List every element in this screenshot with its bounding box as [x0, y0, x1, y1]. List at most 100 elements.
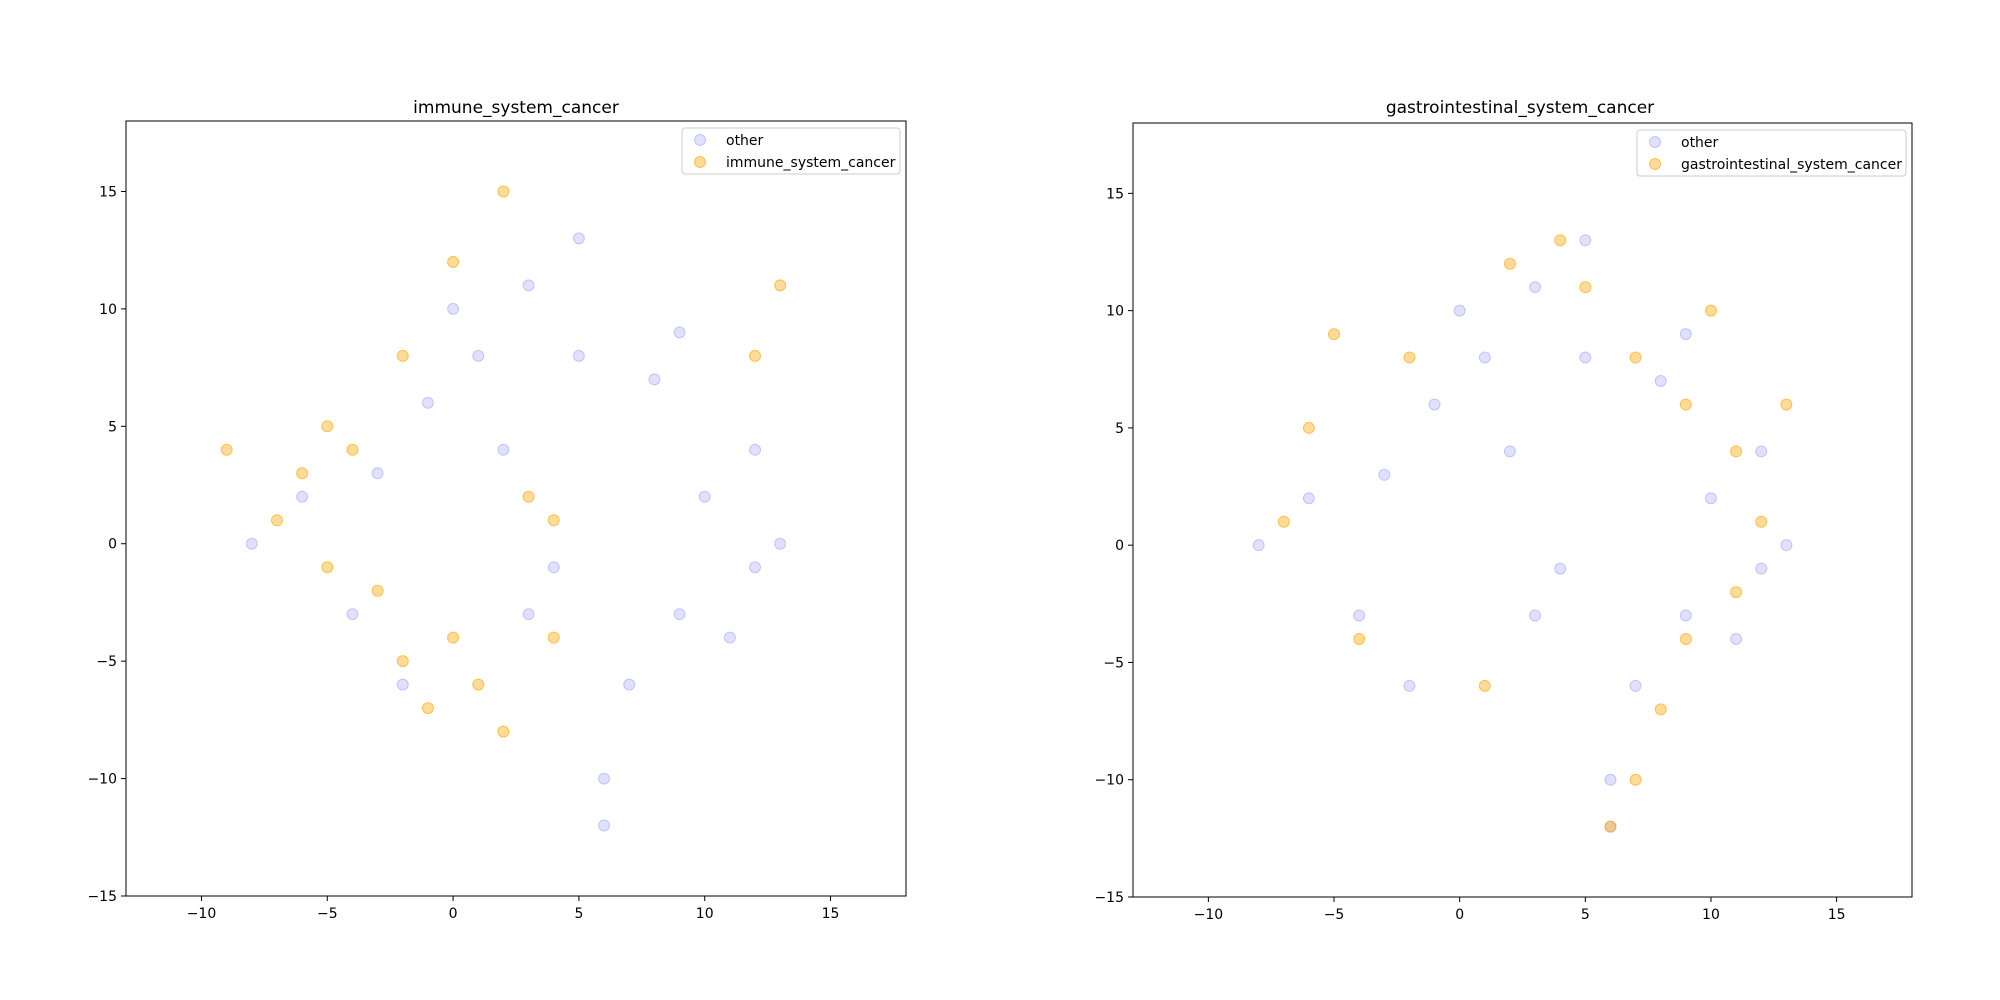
scatter-point-0-13 [522, 608, 535, 621]
scatter-point-0-1 [346, 608, 359, 621]
scatter-point-0-0 [1302, 492, 1315, 505]
y-tick-label: −15 [87, 889, 117, 905]
scatter-point-1-0 [270, 514, 283, 527]
scatter-point-1-14 [1353, 633, 1366, 645]
y-tick-label: 5 [108, 419, 117, 435]
x-tick-label: 0 [449, 906, 458, 922]
scatter-point-0-9 [1679, 609, 1692, 622]
scatter-point-0-5 [572, 232, 585, 245]
x-axis-ticks: −10 −5 0 5 10 15 [1194, 897, 1846, 923]
scatter-point-0-23 [547, 561, 560, 574]
y-axis-ticks: −15 −10 −5 0 5 10 15 [1094, 186, 1133, 906]
scatter-point-1-17 [321, 420, 334, 433]
x-axis-ticks: −10 −5 0 5 10 15 [187, 896, 840, 922]
scatter-point-0-10 [623, 678, 636, 691]
immune-system-cancer-panel: immune_system_cancer −10 −5 0 5 10 15 −15−10−… [87, 98, 907, 922]
scatter-point-1-16 [1503, 257, 1516, 270]
y-tick-label: 5 [1115, 421, 1124, 437]
scatter-point-1-2 [296, 467, 309, 480]
legend: other gastrointestinal_system_cancer [1636, 129, 1907, 177]
legend-marker-other [1649, 136, 1661, 148]
scatter-point-0-21 [447, 302, 460, 315]
y-tick-label: −5 [96, 654, 117, 670]
y-tick-label: 15 [99, 184, 117, 200]
scatter-point-1-13 [1277, 515, 1290, 528]
x-tick-label: 5 [574, 906, 583, 922]
legend-marker-other [694, 134, 706, 146]
scatter-point-1-8 [396, 349, 409, 362]
scatter-point-0-18 [1780, 539, 1793, 552]
x-tick-label: −10 [1194, 907, 1224, 923]
scatter-point-1-18 [1780, 398, 1793, 411]
scatter-point-1-12 [1302, 421, 1315, 434]
scatter-point-1-16 [447, 631, 460, 644]
scatter-point-1-18 [547, 514, 560, 527]
scatter-point-0-19 [749, 443, 762, 456]
scatter-point-0-9 [673, 608, 686, 621]
scatter-point-0-23 [1554, 562, 1567, 575]
plot-area-frame [125, 120, 907, 897]
scatter-point-1-17 [1704, 304, 1717, 317]
scatter-point-0-22 [1428, 398, 1441, 411]
chart-title: immune_system_cancer [413, 98, 619, 118]
x-tick-label: 5 [1581, 907, 1590, 923]
scatter-point-1-4 [1730, 586, 1743, 599]
legend-box [1636, 129, 1907, 177]
legend-label-other: other [1681, 135, 1719, 151]
scatter-point-0-8 [749, 561, 762, 574]
scatter-point-1-9 [1579, 281, 1592, 294]
scatter-point-1-10 [522, 490, 535, 503]
y-tick-label: −10 [87, 772, 117, 788]
scatter-point-0-1 [1353, 609, 1366, 622]
scatter-point-1-8 [1629, 351, 1642, 364]
scatter-point-0-3 [472, 349, 485, 362]
x-tick-label: 10 [1702, 907, 1720, 923]
scatter-point-1-7 [346, 443, 359, 456]
scatter-point-1-4 [396, 655, 409, 668]
scatter-point-0-24 [1679, 328, 1692, 341]
scatter-point-1-3 [1679, 633, 1692, 645]
x-tick-label: 15 [822, 906, 840, 922]
scatter-point-0-20 [572, 349, 585, 362]
scatter-point-0-5 [1579, 234, 1592, 247]
scatter-point-0-16 [1503, 445, 1516, 458]
scatter-point-0-2 [1403, 679, 1416, 692]
scatter-point-0-22 [421, 396, 434, 409]
scatter-point-1-9 [447, 255, 460, 268]
y-tick-label: 10 [99, 302, 117, 318]
scatter-point-0-16 [497, 443, 510, 456]
scatter-point-1-13 [774, 279, 787, 292]
scatter-point-0-10 [1629, 679, 1642, 692]
y-tick-label: −5 [1103, 655, 1124, 671]
x-tick-label: −5 [1324, 907, 1345, 923]
scatter-point-0-15 [1378, 468, 1391, 481]
scatter-point-1-5 [1755, 515, 1768, 528]
scatter-point-0-15 [371, 467, 384, 480]
x-tick-label: 0 [1455, 907, 1464, 923]
scatter-point-0-0 [296, 490, 309, 503]
scatter-point-0-3 [1478, 351, 1491, 364]
scatter-point-1-11 [547, 631, 560, 644]
scatter-point-1-1 [1604, 820, 1617, 833]
y-tick-label: −10 [1094, 773, 1124, 789]
scatter-point-0-11 [598, 772, 611, 785]
scatter-point-1-5 [421, 702, 434, 715]
y-tick-label: 0 [108, 537, 117, 553]
scatter-point-0-6 [648, 373, 661, 386]
legend-marker-immune-system-cancer [694, 156, 706, 168]
legend-marker-gastrointestinal-system-cancer [1649, 158, 1661, 170]
scatter-point-0-12 [598, 819, 611, 832]
scatter-point-0-14 [245, 537, 258, 550]
scatter-point-0-6 [1654, 375, 1667, 387]
chart-title: gastrointestinal_system_cancer [1386, 98, 1654, 118]
x-tick-label: −10 [187, 906, 217, 922]
scatter-point-0-19 [1755, 445, 1768, 458]
scatter-point-1-19 [497, 185, 510, 198]
scatter-point-0-7 [1704, 492, 1717, 505]
scatter-points [220, 185, 787, 832]
scatter-point-1-14 [220, 443, 233, 456]
scatter-point-1-15 [497, 725, 510, 738]
scatter-point-1-3 [371, 584, 384, 597]
scatter-point-0-8 [1755, 562, 1768, 575]
